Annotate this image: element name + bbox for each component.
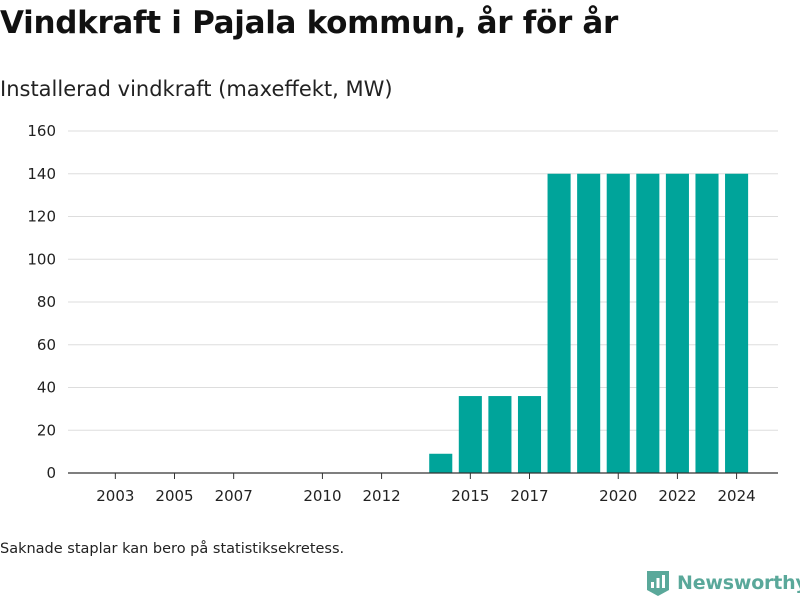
brand-name: Newsworthy — [677, 572, 800, 594]
chart-title: Vindkraft i Pajala kommun, år för år — [0, 5, 619, 41]
x-tick-label: 2012 — [362, 487, 400, 505]
bar-2019[interactable] — [577, 173, 601, 473]
bar-2015[interactable] — [458, 396, 482, 473]
y-tick-label: 100 — [27, 250, 56, 268]
newsworthy-logo-icon — [647, 571, 669, 596]
bar-2016[interactable] — [488, 396, 512, 473]
y-tick-label: 140 — [27, 165, 56, 183]
bar-2017[interactable] — [517, 396, 542, 473]
y-tick-label: 80 — [37, 293, 56, 311]
x-tick-label: 2007 — [215, 487, 253, 505]
chart-subtitle: Installerad vindkraft (maxeffekt, MW) — [0, 77, 393, 101]
bar-2023[interactable] — [695, 173, 719, 473]
brand-logo[interactable]: Newsworthy — [645, 569, 800, 597]
y-tick-label: 40 — [37, 379, 56, 397]
bar-2024[interactable] — [725, 173, 749, 473]
x-tick-label: 2024 — [717, 487, 755, 505]
bar-2022[interactable] — [665, 173, 689, 473]
x-tick-label: 2010 — [303, 487, 341, 505]
bar-2014[interactable] — [429, 453, 453, 473]
footnote: Saknade staplar kan bero på statistiksek… — [0, 541, 345, 557]
y-tick-label: 20 — [37, 421, 56, 439]
x-tick-label: 2003 — [96, 487, 134, 505]
x-tick-label: 2017 — [510, 487, 548, 505]
gridlines — [68, 130, 778, 431]
x-tick-label: 2015 — [451, 487, 489, 505]
x-tick-label: 2020 — [599, 487, 637, 505]
y-tick-label: 160 — [27, 122, 56, 140]
bar-2018[interactable] — [547, 173, 571, 473]
x-tick-label: 2022 — [658, 487, 696, 505]
y-tick-label: 0 — [46, 464, 56, 482]
y-tick-label: 120 — [27, 208, 56, 226]
bars — [429, 173, 749, 473]
bar-2020[interactable] — [606, 173, 630, 473]
x-tick-label: 2005 — [155, 487, 193, 505]
bar-2021[interactable] — [636, 173, 660, 473]
y-tick-label: 60 — [37, 336, 56, 354]
axes: 0 20 40 60 80 100 120 140 160 2003 2005 2007 2010 201… — [27, 122, 778, 505]
